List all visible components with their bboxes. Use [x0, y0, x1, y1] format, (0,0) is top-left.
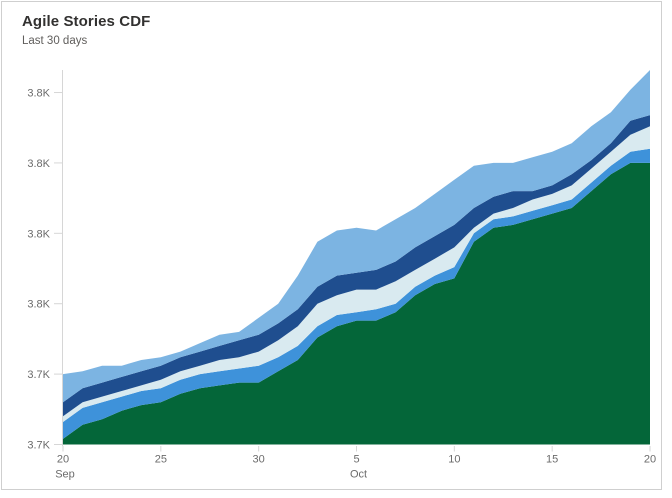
y-axis-label: 3.8K: [27, 158, 50, 170]
y-axis-label: 3.7K: [27, 369, 50, 381]
x-axis-label: 10: [448, 454, 460, 466]
chart-title: Agile Stories CDF: [22, 13, 151, 30]
x-axis-month-label: Sep: [55, 469, 75, 481]
x-axis-label: 15: [546, 454, 558, 466]
x-axis-label: 20: [57, 454, 69, 466]
chart-subtitle: Last 30 days: [22, 35, 88, 47]
x-axis-label: 25: [155, 454, 167, 466]
area-band-pale-blue[interactable]: [63, 126, 650, 423]
area-band-blue[interactable]: [63, 148, 650, 439]
x-axis-label: 30: [253, 454, 265, 466]
y-axis-label: 3.8K: [27, 299, 50, 311]
area-band-sky-blue[interactable]: [63, 70, 650, 403]
y-axis-label: 3.7K: [27, 440, 50, 452]
y-axis-label: 3.8K: [27, 88, 50, 100]
area-band-navy[interactable]: [63, 115, 650, 417]
y-axis-label: 3.8K: [27, 228, 50, 240]
x-axis-label: 5: [353, 454, 359, 466]
x-axis-label: 20: [644, 454, 656, 466]
x-axis-month-label: Oct: [350, 469, 367, 481]
area-band-green[interactable]: [63, 162, 650, 445]
